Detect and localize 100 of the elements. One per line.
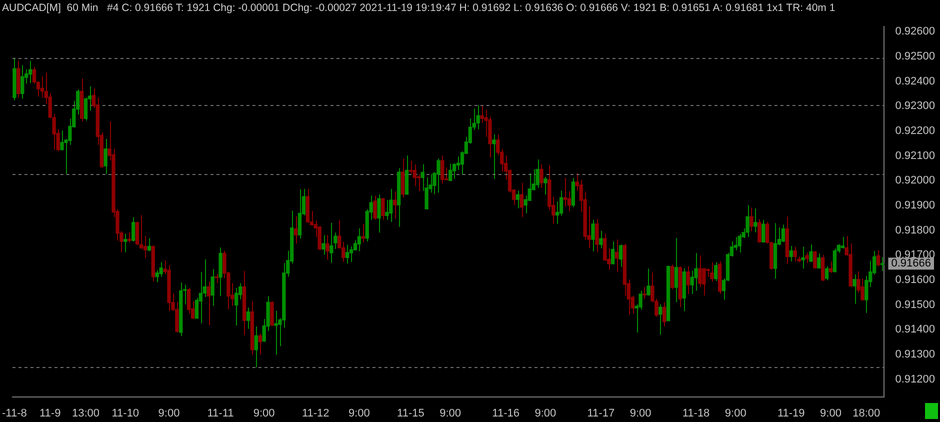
x-tick-label: 9:00: [820, 407, 842, 420]
candlestick: [210, 268, 214, 306]
candlestick: [824, 266, 829, 281]
candlestick: [603, 233, 607, 262]
x-tick-label: 9:00: [534, 407, 556, 420]
y-tick-label: 0.91900: [895, 200, 936, 212]
candlestick: [389, 188, 393, 222]
y-tick-label: 0.92300: [895, 100, 936, 112]
candlestick: [322, 234, 326, 256]
x-tick-label: 9:00: [253, 407, 275, 420]
candlestick: [614, 239, 619, 272]
y-tick-label: 0.91800: [895, 224, 936, 236]
candlestick: [793, 246, 797, 262]
candlestick: [876, 250, 880, 267]
candlestick: [361, 223, 365, 244]
text: 0.91666: [891, 258, 932, 270]
candlestick: [412, 164, 416, 187]
candlestick: [480, 105, 484, 124]
x-tick-label: 9:00: [440, 407, 462, 420]
x-tick-label: 11-16: [492, 407, 520, 420]
candlestick: [595, 218, 599, 253]
x-tick-label: 11-19: [777, 407, 805, 420]
y-tick-label: 0.92400: [895, 75, 936, 88]
x-tick-label: -11-8: [2, 407, 27, 420]
candlestick: [762, 219, 766, 244]
candlestick: [746, 204, 750, 238]
candlestick: [610, 241, 615, 265]
candlestick: [738, 233, 742, 253]
candlestick: [452, 162, 456, 180]
candlestick: [294, 216, 298, 244]
candlestick: [436, 158, 440, 194]
candlestick: [234, 287, 238, 326]
candlestick: [155, 270, 159, 283]
candlestick: [373, 195, 377, 220]
candlestick: [104, 138, 108, 175]
y-tick-label: 0.92000: [895, 174, 936, 187]
candlestick: [698, 255, 702, 288]
candlestick: [642, 286, 646, 300]
candlestick: [646, 268, 650, 296]
candlestick: [254, 326, 258, 368]
x-tick-label: 9:00: [724, 407, 746, 420]
candlestick: [385, 200, 389, 220]
x-tick-label: 9:00: [158, 407, 180, 420]
candlestick: [492, 134, 496, 180]
candlestick: [516, 190, 520, 209]
candlestick: [591, 219, 595, 252]
candlestick: [563, 177, 568, 208]
candlestick: [246, 307, 250, 330]
candlestick: [330, 222, 334, 264]
x-tick-label: 9:00: [348, 407, 370, 420]
candlestick: [40, 76, 44, 98]
chart-title: AUDCAD[M] 60 Min #4 C: 0.91666 T: 1921 Chg: -0.00001 DChg: -0.00027 2021-11-19 19:19:47 H: 0.91692 L: 0.91636 O: 0.91666 V: 1921 B: 0.91651 A: 0.91681 1x1 TR: 40m 1: [1, 1, 836, 16]
candlestick: [813, 250, 817, 270]
candlestick: [60, 130, 64, 151]
candlestick: [349, 246, 354, 262]
candlestick: [198, 271, 203, 324]
candlestick: [840, 236, 844, 249]
x-tick-label: 11-12: [302, 407, 330, 420]
candlestick: [440, 155, 444, 184]
candlestick: [381, 198, 385, 220]
candlestick: [599, 230, 603, 249]
y-tick-label: 0.91200: [895, 373, 936, 386]
candlestick: [520, 182, 524, 218]
candlestick: [400, 158, 405, 198]
candlestick: [544, 176, 548, 196]
candlestick: [555, 201, 560, 224]
candlestick: [131, 216, 136, 242]
candlestick: [194, 297, 199, 320]
candlestick: [345, 244, 350, 264]
x-tick-label: 13:00: [72, 407, 100, 420]
candlestick: [540, 164, 544, 188]
candlestick: [832, 248, 837, 273]
y-tick-label: 0.91600: [895, 274, 936, 286]
y-tick-label: 0.91400: [895, 324, 936, 336]
x-tick-label: 11-17: [587, 407, 615, 420]
candlestick: [536, 159, 540, 188]
candlestick: [658, 304, 662, 336]
candlestick: [326, 234, 330, 260]
candlestick: [781, 224, 786, 243]
candlestick: [690, 270, 694, 294]
candlestick: [694, 252, 698, 292]
candlestick: [393, 190, 397, 220]
candlestick: [128, 232, 132, 244]
candlestick: [864, 276, 868, 314]
candlestick: [84, 97, 88, 122]
candlestick: [357, 228, 362, 252]
candlestick: [674, 238, 678, 303]
candlestick: [750, 207, 754, 232]
candlestick: [147, 238, 151, 252]
x-tick-label: 18:00: [852, 407, 880, 420]
candlestick: [298, 188, 302, 240]
y-tick-label: 0.92600: [895, 26, 936, 38]
candlestick: [476, 104, 480, 130]
candlestick: [670, 264, 674, 290]
candlestick: [206, 281, 210, 326]
candlestick: [408, 160, 413, 174]
candlestick: [758, 218, 762, 244]
x-tick-label: 9:00: [630, 407, 652, 420]
candlestick: [714, 262, 718, 282]
candlestick: [817, 252, 821, 270]
